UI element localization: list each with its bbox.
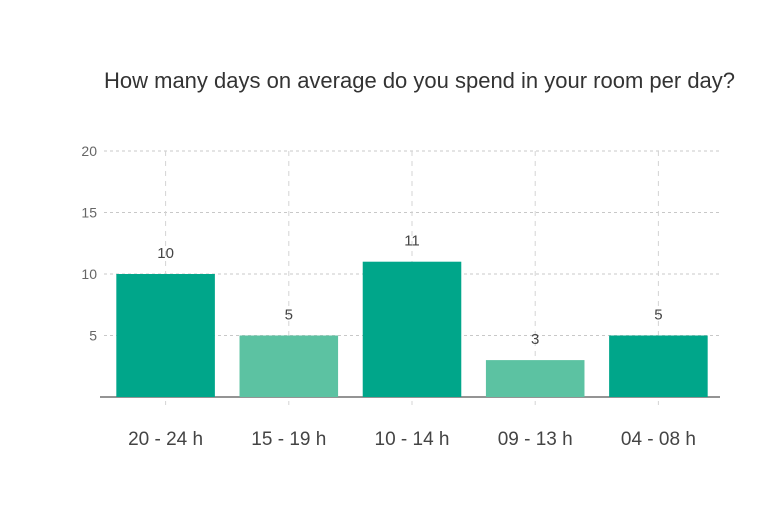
x-tick-label: 04 - 08 h xyxy=(621,429,696,450)
bar-layer xyxy=(116,261,708,397)
data-label: 10 xyxy=(157,245,174,262)
bar xyxy=(485,360,585,397)
bar xyxy=(239,335,339,397)
bar xyxy=(609,335,708,397)
label-layer: 10 20 - 24 h 5 15 - 19 h 11 10 - 14 h 3 09 - 13… xyxy=(128,233,696,450)
x-tick-label: 20 - 24 h xyxy=(128,429,203,450)
x-tick-label: 10 - 14 h xyxy=(375,429,450,450)
data-label: 11 xyxy=(404,233,420,250)
y-tick-label: 10 xyxy=(81,266,97,282)
data-label: 5 xyxy=(654,307,662,324)
y-tick-label: 5 xyxy=(89,328,97,344)
y-tick-label: 15 xyxy=(81,205,97,221)
x-tick-label: 09 - 13 h xyxy=(498,429,573,450)
y-tick-label: 20 xyxy=(81,143,97,159)
data-label: 5 xyxy=(285,307,293,324)
x-tick-label: 15 - 19 h xyxy=(251,429,326,450)
data-label: 3 xyxy=(531,331,539,348)
bar xyxy=(116,274,215,397)
chart-title: How many days on average do you spend in… xyxy=(104,68,735,93)
bar xyxy=(362,261,462,397)
